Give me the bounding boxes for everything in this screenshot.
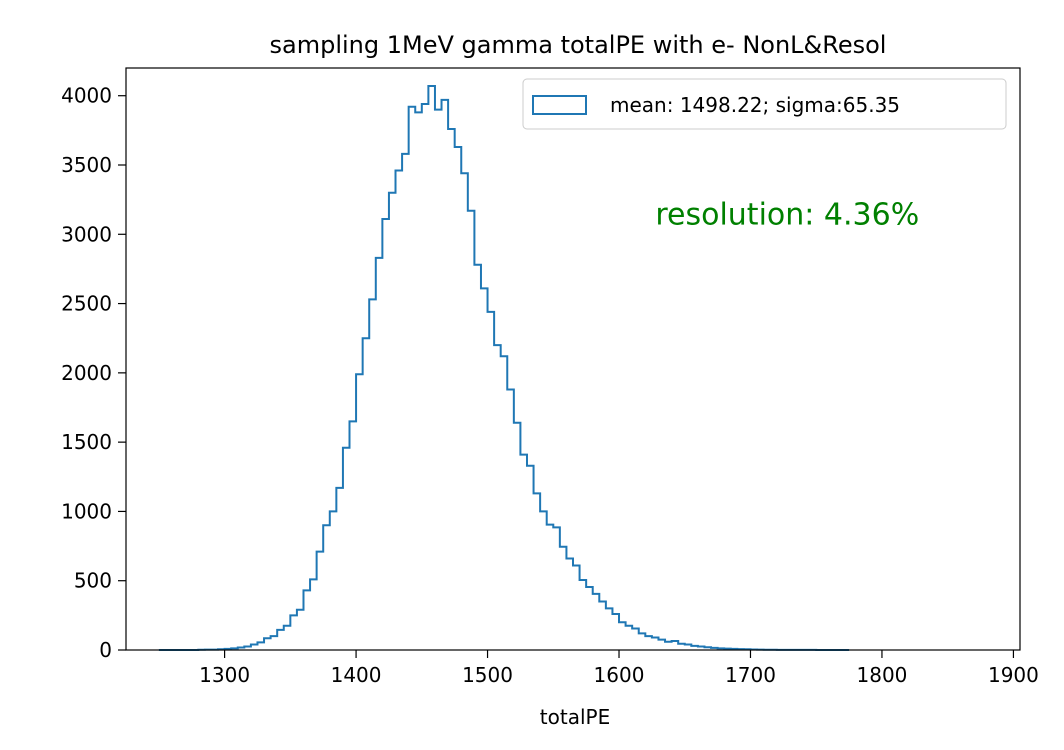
y-tick-label: 3500 bbox=[61, 153, 112, 177]
x-axis-ticks: 1300 1400 1500 1600 1700 1800 1900 bbox=[199, 650, 1039, 687]
y-axis-ticks: 0 500 1000 1500 2000 2500 3000 3500 4000 bbox=[61, 84, 126, 662]
x-tick-label: 1700 bbox=[725, 663, 776, 687]
y-tick-label: 2500 bbox=[61, 292, 112, 316]
axes-frame bbox=[125, 67, 1021, 651]
plot-area bbox=[125, 67, 1021, 651]
x-tick-label: 1300 bbox=[199, 663, 250, 687]
y-tick-label: 3000 bbox=[61, 222, 112, 246]
x-tick-label: 1600 bbox=[594, 663, 645, 687]
x-tick-label: 1900 bbox=[988, 663, 1039, 687]
y-tick-label: 1000 bbox=[61, 499, 112, 523]
legend-swatch bbox=[532, 95, 587, 115]
y-tick-label: 500 bbox=[74, 569, 112, 593]
legend: mean: 1498.22; sigma:65.35 bbox=[522, 78, 1007, 130]
x-tick-label: 1500 bbox=[462, 663, 513, 687]
y-tick-label: 4000 bbox=[61, 84, 112, 108]
x-tick-label: 1800 bbox=[857, 663, 908, 687]
y-tick-label: 2000 bbox=[61, 361, 112, 385]
legend-box bbox=[522, 78, 1007, 130]
x-tick-label: 1400 bbox=[331, 663, 382, 687]
legend-entry-label: mean: 1498.22; sigma:65.35 bbox=[610, 93, 900, 117]
y-tick-label: 0 bbox=[99, 638, 112, 662]
resolution-annotation: resolution: 4.36% bbox=[655, 198, 919, 233]
y-tick-label: 1500 bbox=[61, 430, 112, 454]
x-axis-label: totalPE bbox=[540, 705, 610, 729]
chart-title: sampling 1MeV gamma totalPE with e- NonL… bbox=[270, 31, 887, 59]
histogram-step-line bbox=[158, 85, 850, 651]
